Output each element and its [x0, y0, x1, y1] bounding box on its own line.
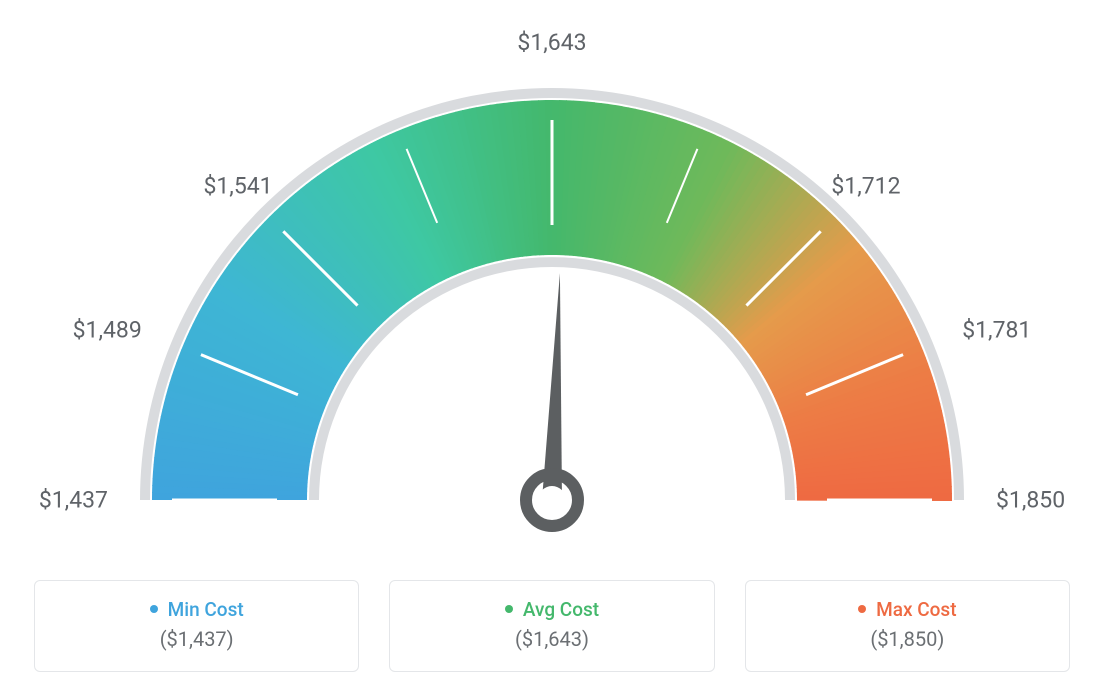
gauge-tick-label: $1,712 — [831, 173, 900, 200]
legend-dot-avg — [505, 605, 513, 613]
legend-title-min: Min Cost — [168, 598, 244, 621]
legend-card-max: Max Cost ($1,850) — [745, 580, 1070, 672]
legend-value-avg: ($1,643) — [515, 627, 589, 651]
legend-value-max: ($1,850) — [870, 627, 944, 651]
legend-title-avg: Avg Cost — [523, 598, 599, 621]
legend-row: Min Cost ($1,437) Avg Cost ($1,643) Max … — [0, 580, 1104, 690]
legend-dot-max — [858, 605, 866, 613]
gauge-tick-label: $1,489 — [73, 317, 142, 344]
gauge-tick-label: $1,850 — [996, 487, 1065, 514]
gauge-tick-label: $1,541 — [203, 173, 272, 200]
gauge-tick-label: $1,643 — [517, 29, 586, 56]
cost-gauge: $1,437 $1,489 $1,541 $1,643 $1,712 $1,781 $1,8… — [0, 0, 1104, 560]
legend-value-min: ($1,437) — [160, 627, 234, 651]
legend-card-min: Min Cost ($1,437) — [34, 580, 359, 672]
legend-dot-min — [150, 605, 158, 613]
legend-card-avg: Avg Cost ($1,643) — [389, 580, 714, 672]
legend-title-max: Max Cost — [876, 598, 956, 621]
gauge-tick-label: $1,437 — [39, 487, 108, 514]
gauge-tick-label: $1,781 — [962, 317, 1031, 344]
